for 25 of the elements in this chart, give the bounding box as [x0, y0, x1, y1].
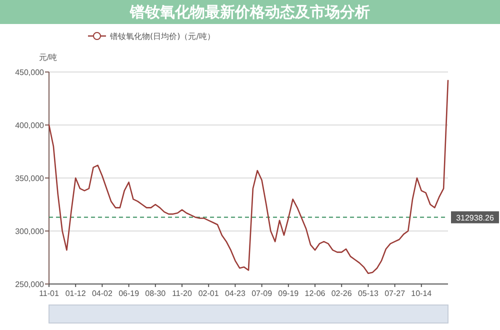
x-tick-label: 02-01 — [198, 289, 220, 298]
legend-label: 镨钕氧化物(日均价)（元/吨） — [109, 32, 215, 41]
ref-line-label: 312938.26 — [456, 213, 494, 222]
x-tick-label: 07-27 — [384, 289, 406, 298]
x-tick-label: 11-20 — [172, 289, 192, 298]
x-tick-label: 06-19 — [118, 289, 140, 298]
x-tick-label: 09-19 — [278, 289, 300, 298]
x-tick-label: 12-06 — [304, 289, 326, 298]
x-tick-label: 11-01 — [39, 289, 60, 298]
y-tick-label: 450,000 — [15, 68, 45, 77]
x-tick-label: 08-30 — [145, 289, 166, 298]
y-tick-label: 350,000 — [15, 174, 45, 183]
chart-title: 镨钕氧化物最新价格动态及市场分析 — [128, 2, 371, 22]
y-tick-label: 250,000 — [15, 280, 45, 289]
x-tick-label: 07-09 — [252, 289, 273, 298]
x-tick-label: 05-13 — [358, 289, 379, 298]
y-tick-label: 300,000 — [15, 227, 45, 236]
line-series — [48, 80, 449, 274]
x-tick-label: 01-12 — [65, 289, 86, 298]
x-tick-label: 10-14 — [411, 289, 432, 298]
x-tick-label: 02-26 — [331, 289, 352, 298]
y-axis-title: 元/吨 — [39, 53, 58, 62]
y-tick-label: 400,000 — [15, 121, 45, 130]
x-tick-label: 04-02 — [92, 289, 113, 298]
x-tick-label: 04-23 — [224, 289, 246, 298]
